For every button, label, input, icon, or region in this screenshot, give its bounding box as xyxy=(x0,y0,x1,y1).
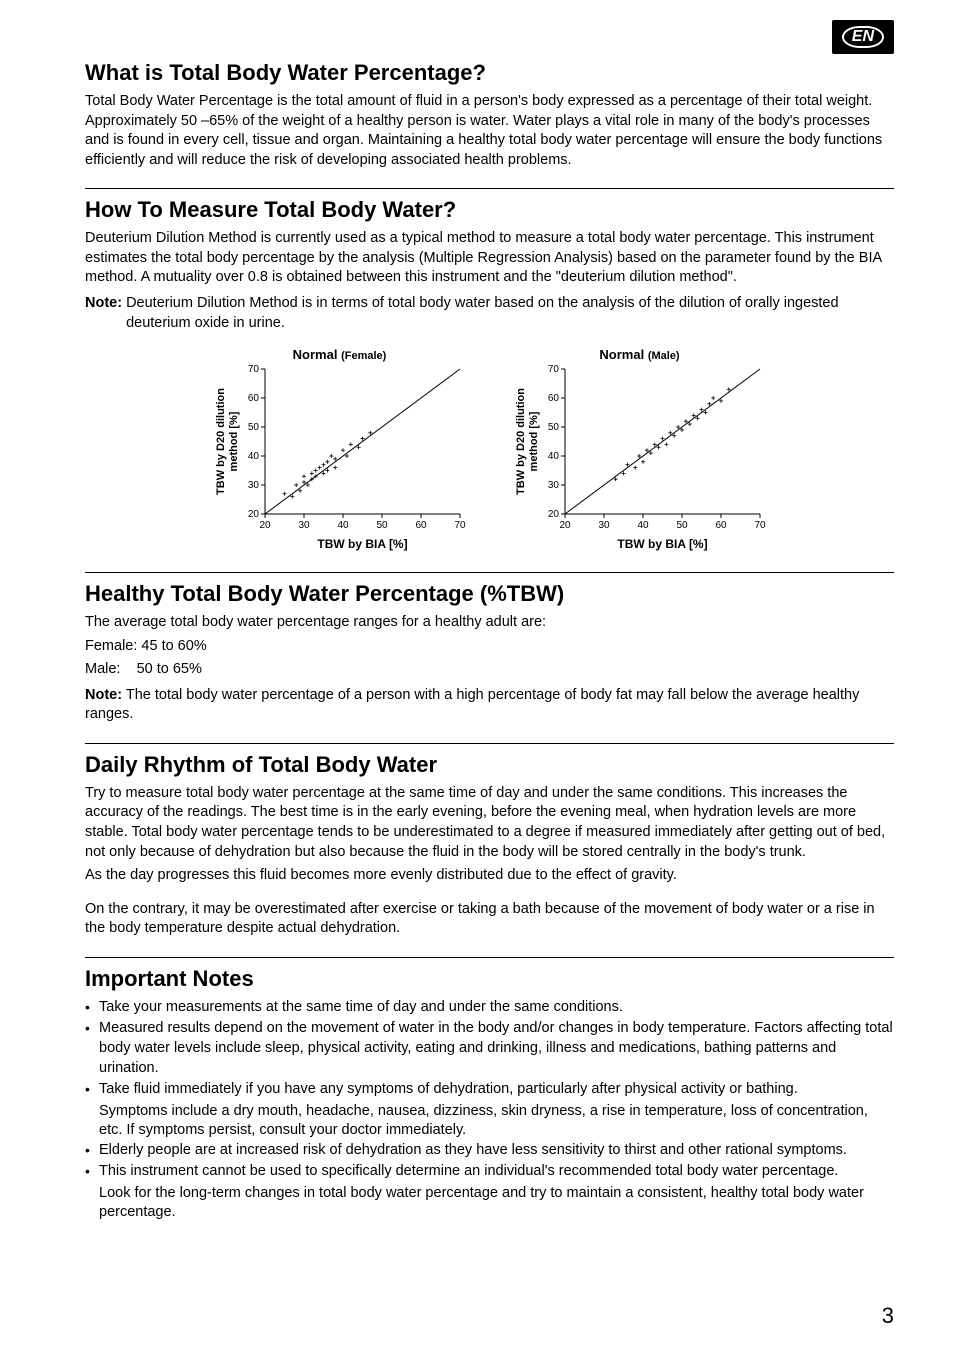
svg-text:TBW by BIA [%]: TBW by BIA [%] xyxy=(617,537,707,551)
svg-text:method [%]: method [%] xyxy=(528,411,540,471)
list-item: Elderly people are at increased risk of … xyxy=(85,1141,894,1161)
svg-text:30: 30 xyxy=(247,480,259,491)
heading-rhythm: Daily Rhythm of Total Body Water xyxy=(85,752,894,778)
svg-text:70: 70 xyxy=(754,520,766,531)
svg-text:TBW by BIA [%]: TBW by BIA [%] xyxy=(317,537,407,551)
svg-text:20: 20 xyxy=(247,509,259,520)
note-label: Note: xyxy=(85,294,122,333)
body-healthy: The average total body water percentage … xyxy=(85,613,894,633)
chart-male-title: Normal (Male) xyxy=(510,347,770,362)
chart-male-title-main: Normal xyxy=(599,347,644,362)
section-important: Important Notes Take your measurements a… xyxy=(85,966,894,1223)
chart-male-title-sub: (Male) xyxy=(648,350,680,362)
page-number: 3 xyxy=(882,1303,894,1329)
section-healthy: Healthy Total Body Water Percentage (%TB… xyxy=(85,581,894,725)
heading-how-to: How To Measure Total Body Water? xyxy=(85,197,894,223)
note-label: Note: xyxy=(85,687,122,703)
svg-text:20: 20 xyxy=(259,520,271,531)
svg-text:50: 50 xyxy=(247,422,259,433)
svg-text:50: 50 xyxy=(676,520,688,531)
heading-what-is: What is Total Body Water Percentage? xyxy=(85,60,894,86)
chart-female-svg: 20 30 40 50 60 70 20 30 40 50 60 70 TBW by BIA [%] TB… xyxy=(210,364,470,554)
svg-text:40: 40 xyxy=(547,451,559,462)
section-how-to: How To Measure Total Body Water? Deuteri… xyxy=(85,197,894,554)
charts-container: Normal (Female) 20 30 40 50 60 70 20 30 40 50 60 70… xyxy=(85,347,894,554)
svg-text:TBW by D20 dilution: TBW by D20 dilution xyxy=(215,388,227,495)
rhythm-p2: As the day progresses this fluid becomes… xyxy=(85,866,894,886)
svg-text:20: 20 xyxy=(559,520,571,531)
rhythm-p1: Try to measure total body water percenta… xyxy=(85,784,894,862)
svg-text:TBW by D20 dilution: TBW by D20 dilution xyxy=(515,388,527,495)
chart-female-title: Normal (Female) xyxy=(210,347,470,362)
body-how-to: Deuterium Dilution Method is currently u… xyxy=(85,229,894,288)
heading-healthy: Healthy Total Body Water Percentage (%TB… xyxy=(85,581,894,607)
list-item: Take fluid immediately if you have any s… xyxy=(85,1080,894,1100)
female-range: Female: 45 to 60% xyxy=(85,637,894,657)
section-rhythm: Daily Rhythm of Total Body Water Try to … xyxy=(85,752,894,939)
svg-text:50: 50 xyxy=(547,422,559,433)
svg-text:60: 60 xyxy=(547,393,559,404)
svg-text:40: 40 xyxy=(247,451,259,462)
important-list-2: Elderly people are at increased risk of … xyxy=(85,1141,894,1182)
chart-male-svg: 20 30 40 50 60 70 20 30 40 50 60 70 TBW by BIA [%] TB… xyxy=(510,364,770,554)
important-list: Take your measurements at the same time … xyxy=(85,998,894,1100)
svg-text:50: 50 xyxy=(376,520,388,531)
svg-text:40: 40 xyxy=(337,520,349,531)
divider xyxy=(85,188,894,189)
language-badge: EN xyxy=(832,20,894,54)
note-text: The total body water percentage of a per… xyxy=(85,687,859,723)
list-item: Measured results depend on the movement … xyxy=(85,1019,894,1078)
divider xyxy=(85,743,894,744)
svg-text:60: 60 xyxy=(415,520,427,531)
chart-female-title-sub: (Female) xyxy=(341,350,386,362)
svg-text:70: 70 xyxy=(247,364,259,375)
male-range: Male: 50 to 65% xyxy=(85,660,894,680)
svg-text:30: 30 xyxy=(598,520,610,531)
chart-female-title-main: Normal xyxy=(293,347,338,362)
list-item-cont: Symptoms include a dry mouth, headache, … xyxy=(85,1102,894,1141)
svg-text:method [%]: method [%] xyxy=(228,411,240,471)
svg-text:70: 70 xyxy=(547,364,559,375)
svg-text:20: 20 xyxy=(547,509,559,520)
svg-text:40: 40 xyxy=(637,520,649,531)
note-how-to: Note: Deuterium Dilution Method is in te… xyxy=(85,294,894,333)
list-item: This instrument cannot be used to specif… xyxy=(85,1162,894,1182)
chart-male: Normal (Male) 20 30 40 50 60 70 20 30 40 50 60 70 TB… xyxy=(510,347,770,554)
note-healthy: Note: The total body water percentage of… xyxy=(85,686,894,725)
rhythm-p3: On the contrary, it may be overestimated… xyxy=(85,900,894,939)
svg-text:70: 70 xyxy=(454,520,466,531)
divider xyxy=(85,572,894,573)
section-what-is: What is Total Body Water Percentage? Tot… xyxy=(85,60,894,170)
svg-text:30: 30 xyxy=(547,480,559,491)
svg-text:60: 60 xyxy=(715,520,727,531)
svg-text:30: 30 xyxy=(298,520,310,531)
note-text: Deuterium Dilution Method is in terms of… xyxy=(126,294,894,333)
list-item-cont: Look for the long-term changes in total … xyxy=(85,1184,894,1223)
language-code: EN xyxy=(842,26,884,48)
chart-female: Normal (Female) 20 30 40 50 60 70 20 30 40 50 60 70… xyxy=(210,347,470,554)
heading-important: Important Notes xyxy=(85,966,894,992)
body-what-is: Total Body Water Percentage is the total… xyxy=(85,92,894,170)
svg-text:60: 60 xyxy=(247,393,259,404)
list-item: Take your measurements at the same time … xyxy=(85,998,894,1018)
divider xyxy=(85,957,894,958)
